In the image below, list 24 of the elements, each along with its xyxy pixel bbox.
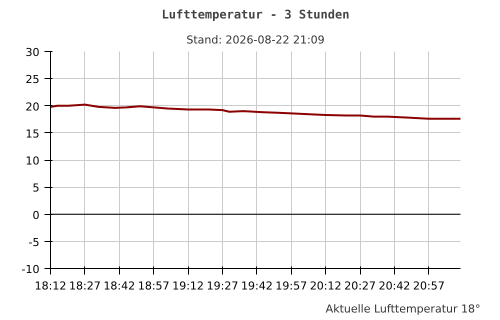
text: Aktuelle Lufttemperatur 18° bbox=[326, 302, 481, 316]
x-tick-label: 19:57 bbox=[275, 280, 308, 292]
x-tick-label: 20:27 bbox=[344, 280, 376, 292]
y-tick-label: 30 bbox=[26, 46, 40, 59]
x-tick-label: 19:27 bbox=[206, 280, 238, 292]
y-tick-label: 10 bbox=[26, 154, 40, 168]
x-tick-label: 19:12 bbox=[172, 280, 204, 292]
y-tick-label: 5 bbox=[32, 182, 40, 195]
y-tick-label: 20 bbox=[26, 100, 40, 114]
y-tick-label: 25 bbox=[26, 73, 40, 86]
x-tick-label: 19:42 bbox=[241, 280, 273, 292]
x-tick-label: 20:57 bbox=[413, 280, 445, 292]
x-tick-label: 20:12 bbox=[310, 280, 342, 292]
x-tick-label: 20:42 bbox=[378, 280, 410, 292]
x-tick-label: 18:12 bbox=[34, 280, 66, 292]
y-tick-label: -5 bbox=[28, 236, 40, 249]
x-tick-label: 18:27 bbox=[69, 280, 101, 292]
y-tick-label: 0 bbox=[32, 208, 40, 222]
chart-subtitle: Stand: 2026-08-22 21:09 bbox=[186, 34, 325, 46]
y-tick-label: 15 bbox=[26, 127, 40, 140]
x-tick-label: 18:42 bbox=[103, 280, 136, 292]
y-tick-label: -10 bbox=[22, 263, 40, 276]
chart-title: Lufttemperatur - 3 Stunden bbox=[162, 8, 350, 22]
x-tick-label: 18:57 bbox=[138, 280, 170, 292]
